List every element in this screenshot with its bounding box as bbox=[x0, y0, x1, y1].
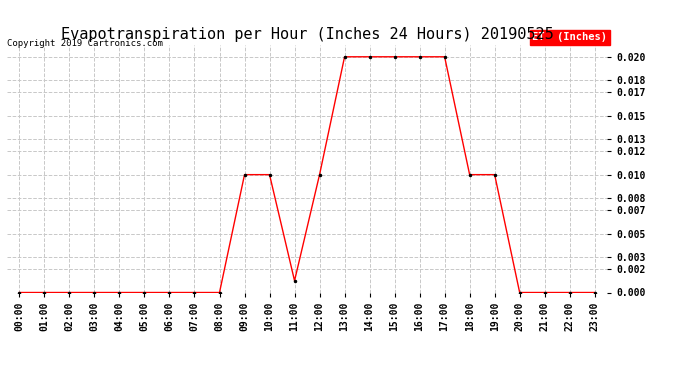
Text: ET  (Inches): ET (Inches) bbox=[532, 32, 607, 42]
Title: Evapotranspiration per Hour (Inches 24 Hours) 20190525: Evapotranspiration per Hour (Inches 24 H… bbox=[61, 27, 553, 42]
Text: Copyright 2019 Cartronics.com: Copyright 2019 Cartronics.com bbox=[7, 39, 163, 48]
